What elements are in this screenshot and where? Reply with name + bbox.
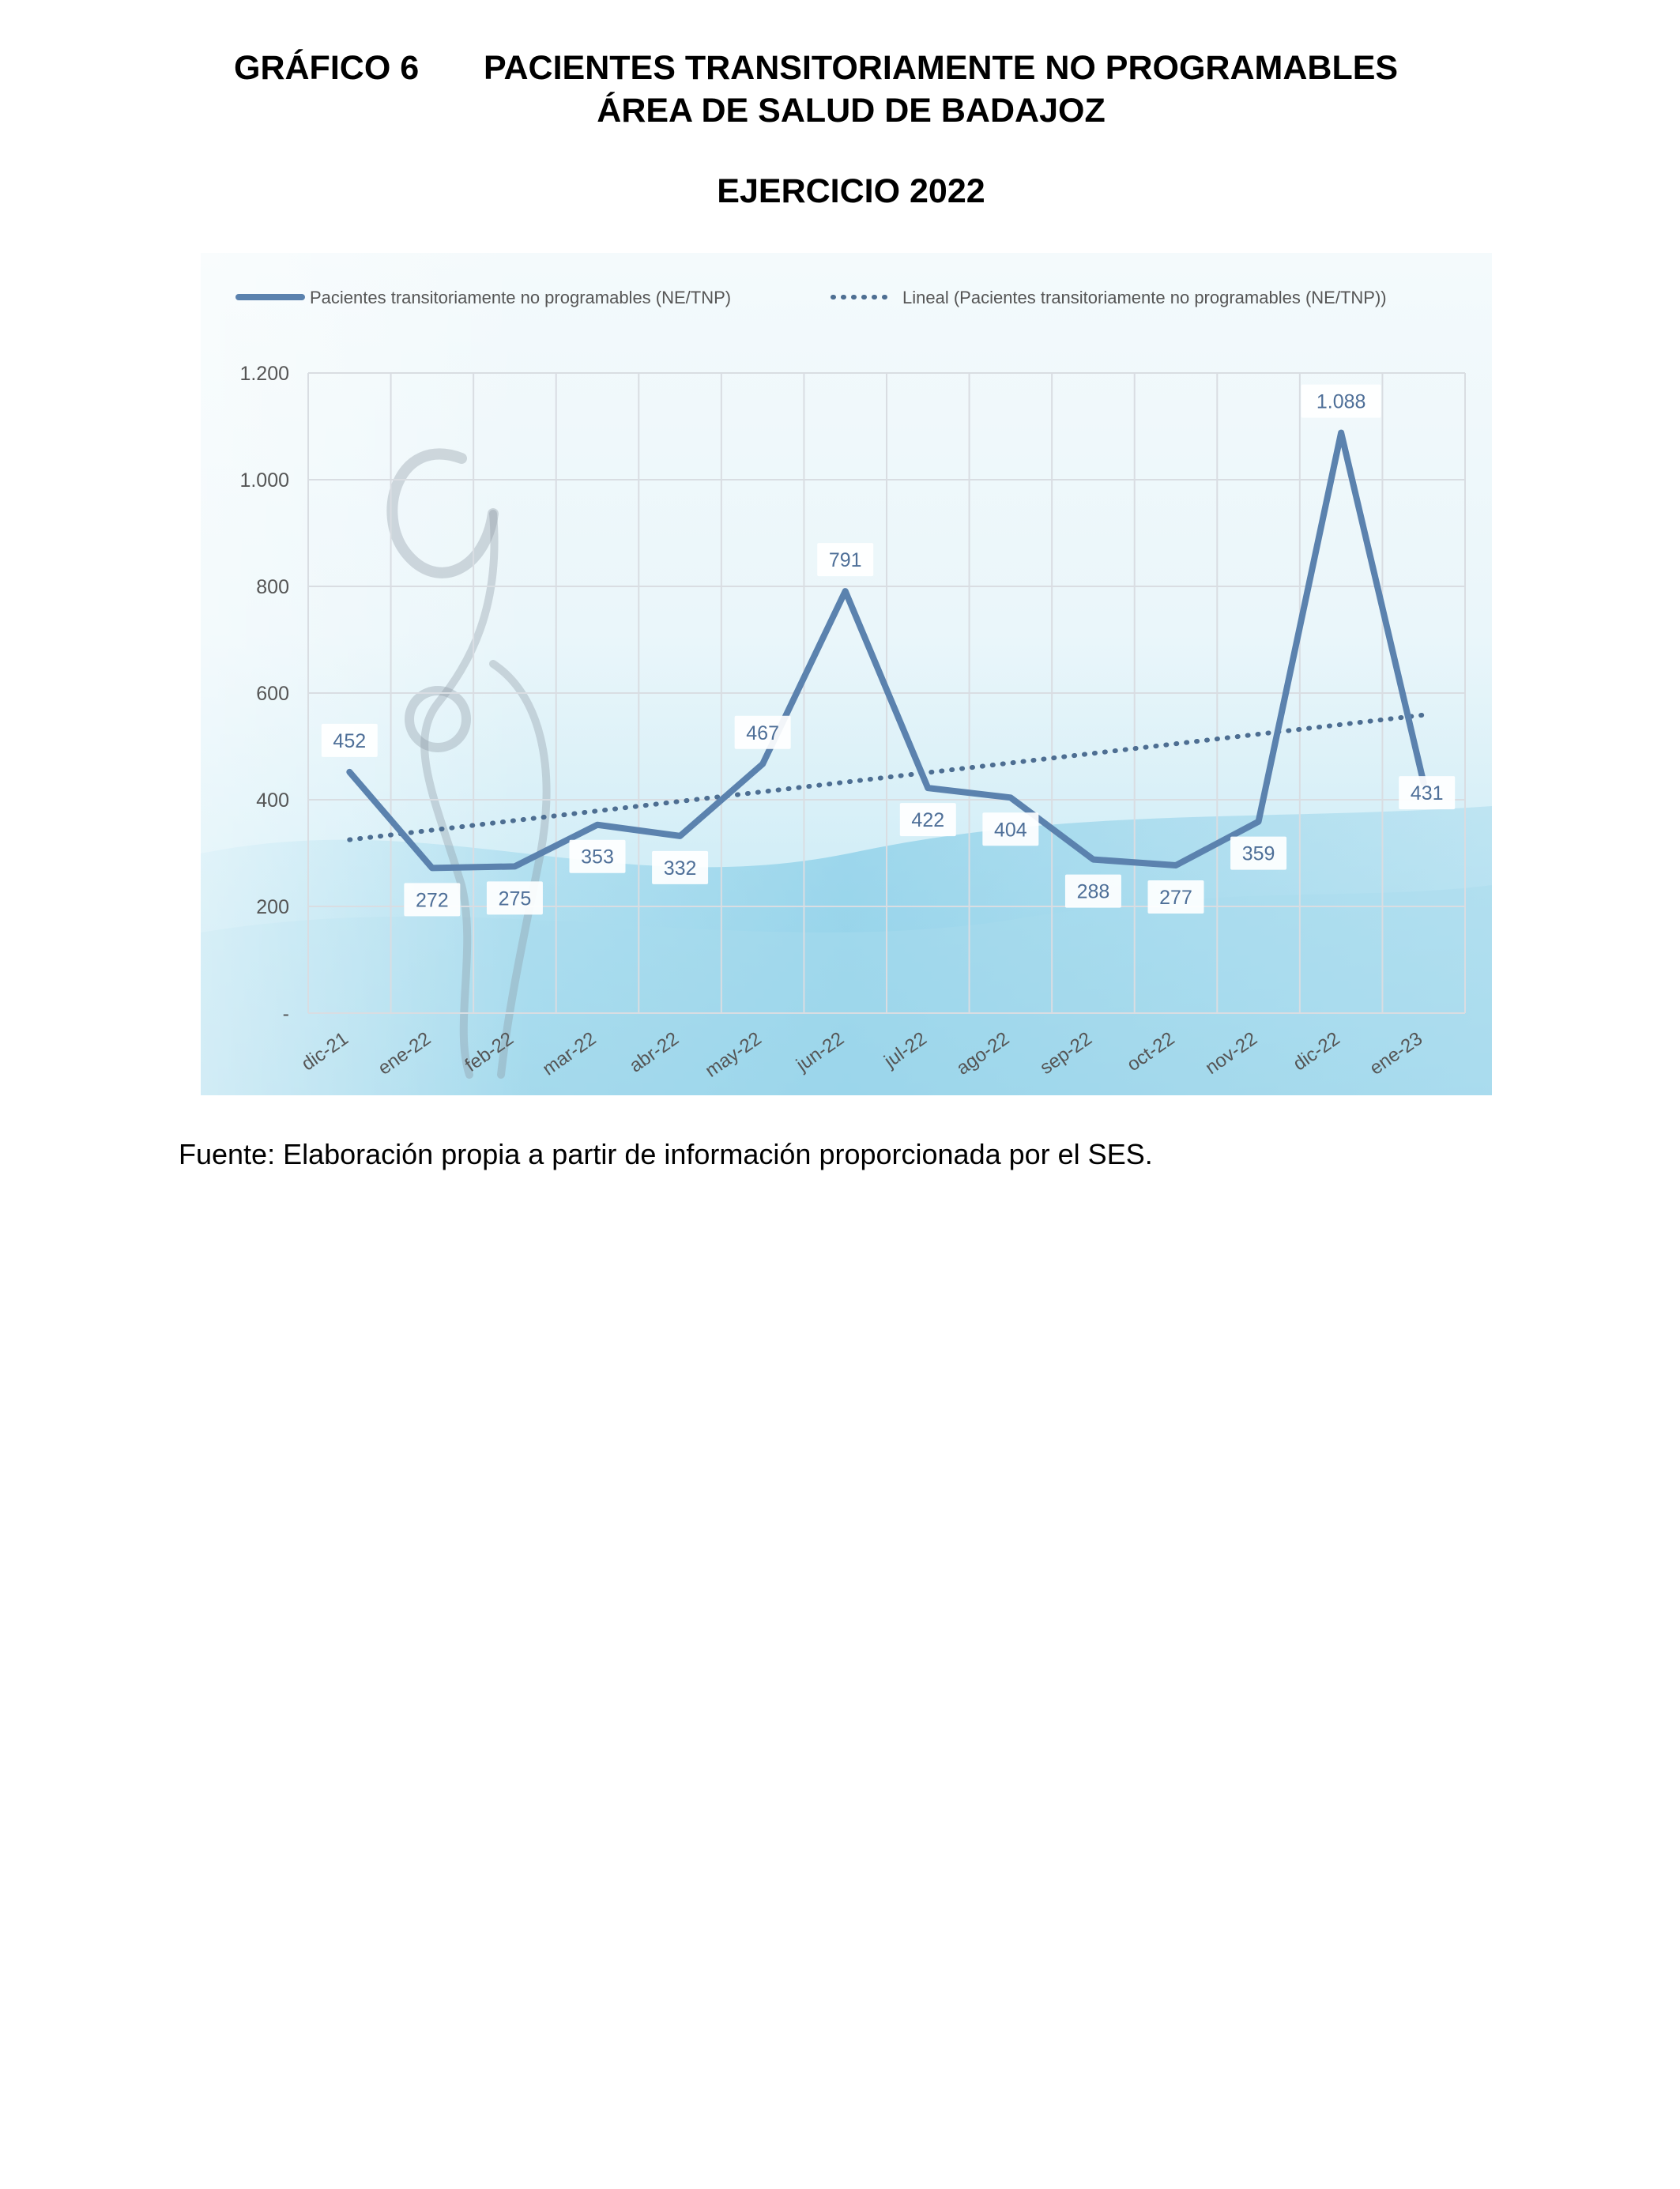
data-label-text: 272 <box>416 889 449 911</box>
data-label-text: 277 <box>1159 887 1192 909</box>
data-label-text: 288 <box>1077 881 1110 903</box>
figure-label: GRÁFICO 6 <box>234 49 420 87</box>
data-label-box <box>404 883 461 917</box>
data-labels: 452 272 275 353 332 467 791 422 404 288 277 359 1.08… <box>321 384 1456 917</box>
chart-title: PACIENTES TRANSITORIAMENTE NO PROGRAMABL… <box>484 49 1399 87</box>
legend-label-trend: Lineal (Pacientes transitoriamente no pr… <box>902 288 1387 307</box>
data-label: 422 <box>899 803 956 837</box>
chart-period: EJERCICIO 2022 <box>717 172 985 210</box>
data-label: 272 <box>404 883 461 917</box>
data-label-text: 452 <box>333 730 366 752</box>
y-tick-label: 200 <box>256 896 289 918</box>
data-label-box <box>1301 384 1381 418</box>
chart-grid <box>307 372 1466 1014</box>
data-label-text: 404 <box>994 819 1027 841</box>
data-label-box <box>899 803 956 837</box>
data-label: 359 <box>1230 836 1287 870</box>
main-series <box>346 429 1427 872</box>
y-axis-ticks: - 200 400 600 800 1.000 1.200 <box>239 363 289 1025</box>
data-label-box <box>652 850 709 884</box>
data-label: 1.088 <box>1301 384 1381 418</box>
data-label: 353 <box>569 839 626 873</box>
y-tick-label: 1.200 <box>239 363 289 385</box>
data-label: 791 <box>817 543 874 577</box>
data-label-box <box>321 723 378 757</box>
data-label-text: 431 <box>1411 782 1444 804</box>
heading-line-1: GRÁFICO 6 PACIENTES TRANSITORIAMENTE NO P… <box>234 49 1398 88</box>
data-label-box <box>1147 880 1204 914</box>
chart-container: -200 400 600 800 1.000 1.200 dic-21 ene-22 feb-… <box>201 253 1492 1095</box>
data-label: 404 <box>982 812 1039 846</box>
chart-legend: Pacientes transitoriamente no programabl… <box>235 288 1387 307</box>
data-label-text: 467 <box>746 722 779 744</box>
data-label-text: 353 <box>581 846 614 868</box>
data-label: 452 <box>321 723 378 757</box>
y-tick-label: 400 <box>256 789 289 812</box>
y-tick-label: - <box>283 1003 289 1025</box>
data-label-box <box>569 839 626 873</box>
data-label-text: 1.088 <box>1317 391 1366 413</box>
data-label: 467 <box>734 715 791 749</box>
data-label-text: 791 <box>829 549 862 571</box>
chart-subtitle: ÁREA DE SALUD DE BADAJOZ <box>597 92 1106 130</box>
data-label: 275 <box>486 881 543 915</box>
data-label-box <box>486 881 543 915</box>
data-label: 288 <box>1064 874 1121 908</box>
data-label-text: 332 <box>664 857 697 880</box>
data-label-text: 275 <box>499 887 532 910</box>
data-label-box <box>1399 776 1456 810</box>
data-label-box <box>817 543 874 577</box>
chart-background <box>201 253 1492 1095</box>
source-note: Fuente: Elaboración propia a partir de i… <box>179 1138 1153 1170</box>
data-label-text: 359 <box>1242 843 1275 865</box>
y-tick-label: 1.000 <box>239 469 289 492</box>
data-label: 431 <box>1399 776 1456 810</box>
y-tick-label: 800 <box>256 576 289 598</box>
legend-label-series: Pacientes transitoriamente no programabl… <box>310 288 731 307</box>
data-label-box <box>734 715 791 749</box>
data-label-box <box>1064 874 1121 908</box>
data-label-box <box>1230 836 1287 870</box>
data-label: 332 <box>652 850 709 884</box>
background-fade <box>201 253 533 1095</box>
y-tick-label: 600 <box>256 683 289 705</box>
series-line <box>346 429 1427 872</box>
data-label-text: 422 <box>911 809 944 831</box>
data-label-box <box>982 812 1039 846</box>
data-label: 277 <box>1147 880 1204 914</box>
